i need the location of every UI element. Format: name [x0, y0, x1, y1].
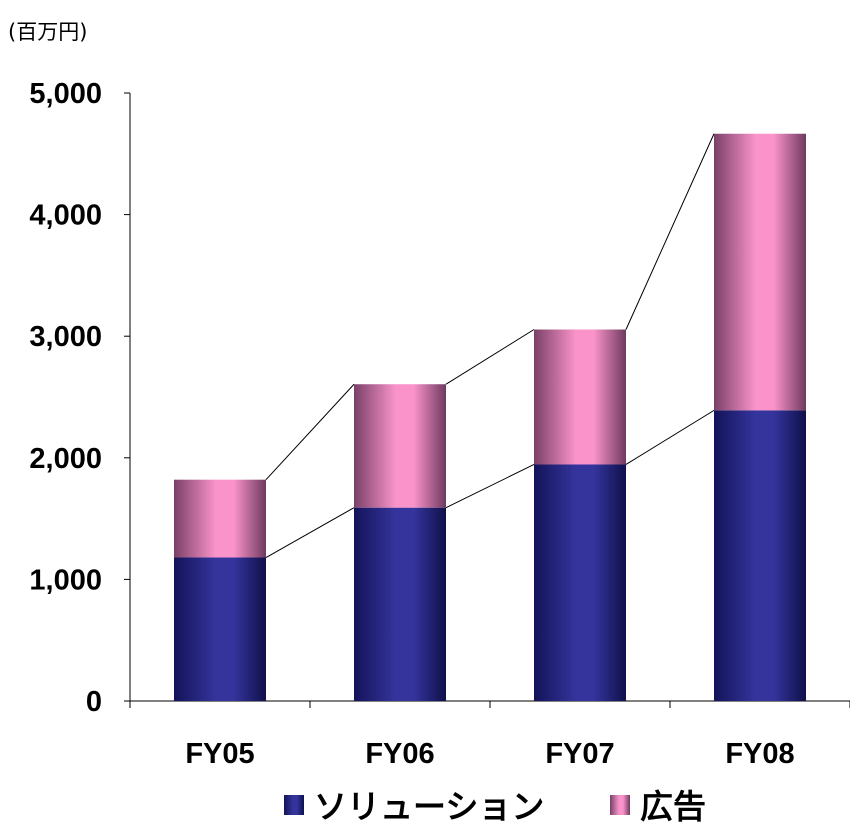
bar-segment-solution: [174, 557, 266, 701]
connector-line: [265, 383, 355, 481]
x-category-label: FY05: [185, 738, 254, 770]
connector-line: [445, 329, 535, 385]
connector-line: [445, 464, 535, 509]
y-tick-label: 4,000: [29, 200, 102, 232]
bar-segment-ad: [354, 384, 446, 508]
legend-label: 広告: [640, 787, 706, 826]
x-category-label: FY06: [365, 738, 434, 770]
y-tick-label: 5,000: [29, 78, 102, 110]
y-axis: 0 1,000 2,000 3,000 4,000 5,000: [29, 78, 131, 718]
y-tick-label: 1,000: [29, 564, 102, 596]
bar-segment-solution: [714, 410, 806, 701]
x-category-label: FY07: [545, 738, 614, 770]
bar-segment-ad: [534, 329, 626, 465]
connector-lines: [265, 133, 715, 558]
bar-segment-ad: [174, 479, 266, 558]
bar-segment-solution: [354, 507, 446, 701]
y-tick-label: 3,000: [29, 321, 102, 353]
x-axis: FY05 FY06 FY07 FY08: [129, 700, 850, 770]
connector-line: [265, 507, 355, 558]
legend-label: ソリューション: [314, 787, 544, 826]
y-tick-label: 2,000: [29, 443, 102, 475]
y-tick-label: 0: [86, 686, 102, 718]
legend: ソリューション 広告: [284, 787, 706, 826]
legend-swatch: [610, 795, 630, 815]
bars: [174, 133, 806, 701]
bar-segment-ad: [714, 133, 806, 411]
x-category-label: FY08: [725, 738, 794, 770]
connector-line: [625, 409, 715, 465]
connector-line: [625, 133, 715, 330]
y-axis-unit-label: (百万円): [8, 20, 87, 44]
bar-segment-solution: [534, 464, 626, 701]
legend-swatch: [284, 795, 304, 815]
